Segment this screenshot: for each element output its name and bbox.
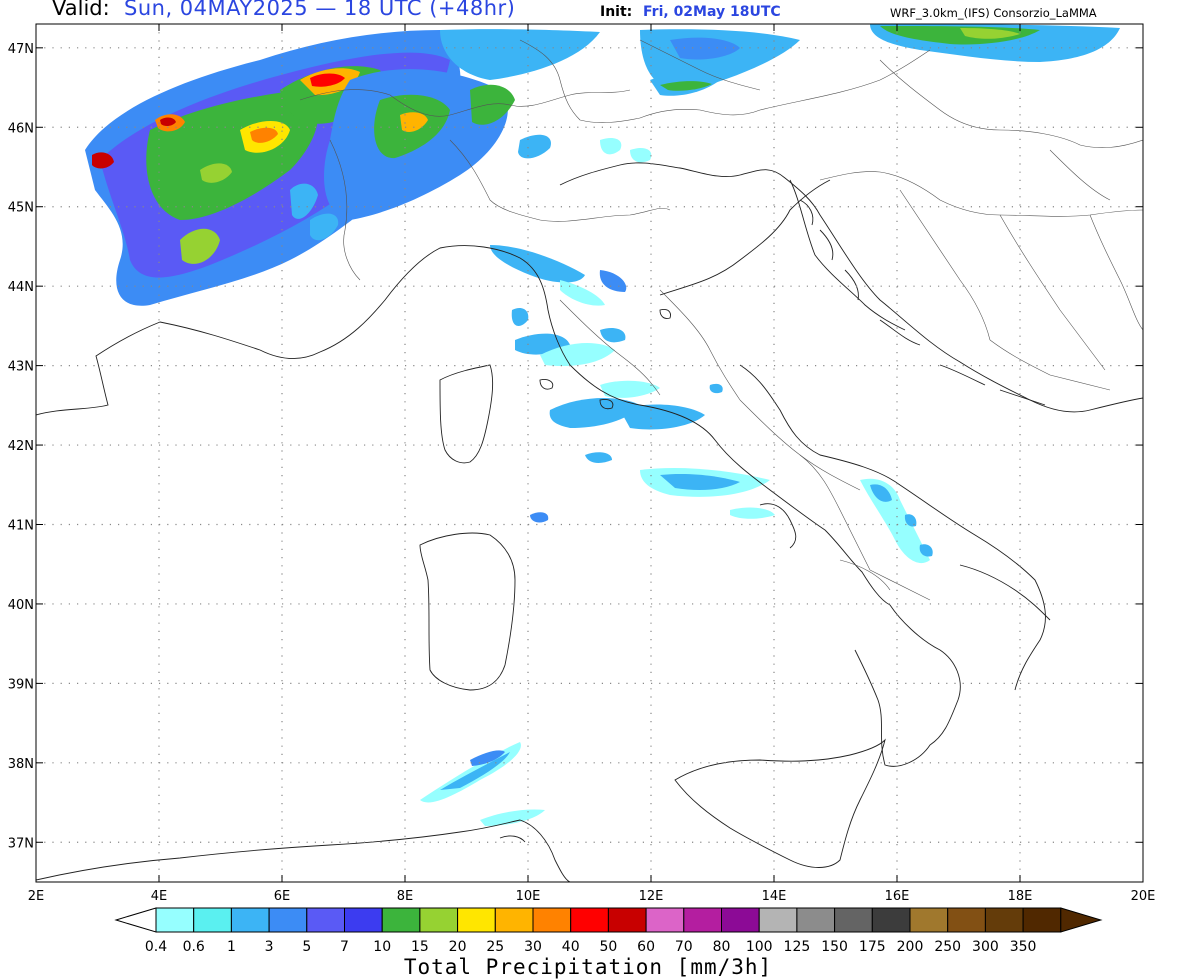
colorbar-label: 40 (562, 939, 580, 955)
colorbar-label: 15 (411, 939, 429, 955)
colorbar-label: 80 (713, 939, 731, 955)
colorbar-swatch (155, 907, 195, 933)
precip-field-apennines (490, 245, 627, 367)
colorbar-over-arrow (1060, 907, 1103, 933)
lon-tick-label: 16E (885, 889, 910, 904)
colorbar-swatch (909, 907, 949, 933)
colorbar-label: 300 (972, 939, 999, 955)
colorbar-swatch (607, 907, 647, 933)
colorbar-label: 50 (599, 939, 617, 955)
colorbar-label: 250 (934, 939, 961, 955)
colorbar-label: 10 (373, 939, 391, 955)
colorbar-swatch (645, 907, 685, 933)
lon-tick-label: 2E (28, 889, 45, 904)
model-credit: WRF_3.0km_(IFS) Consorzio_LaMMA (890, 6, 1097, 20)
colorbar-label: 25 (486, 939, 504, 955)
valid-label: Valid: (52, 0, 110, 20)
colorbar-swatch (193, 907, 232, 933)
colorbar-label: 3 (265, 939, 274, 955)
colorbar-swatch (947, 907, 986, 933)
colorbar-swatch (871, 907, 911, 933)
colorbar-swatch (268, 907, 308, 933)
lat-tick-label: 43N (8, 360, 34, 375)
colorbar-swatch (796, 907, 836, 933)
coastlines (36, 162, 1143, 882)
lat-tick-label: 41N (8, 519, 34, 534)
valid-time: Sun, 04MAY2025 — 18 UTC (+48hr) (124, 0, 516, 20)
map-content (36, 24, 1143, 882)
colorbar-label: 0.6 (183, 939, 205, 955)
colorbar-swatch (381, 907, 421, 933)
lon-tick-label: 10E (516, 889, 541, 904)
precip-field-apulia (860, 478, 933, 564)
lon-tick-label: 8E (397, 889, 414, 904)
lon-tick-label: 18E (1008, 889, 1033, 904)
lon-tick-label: 12E (639, 889, 664, 904)
colorbar-label: 100 (746, 939, 773, 955)
colorbar-swatch (494, 907, 534, 933)
colorbar: 0.4 0.6 1 3 5 7 10 15 20 25 30 40 50 60 70 80 100 125 150 1… (114, 907, 1103, 955)
colorbar-swatch (758, 907, 798, 933)
colorbar-label: 0.4 (145, 939, 167, 955)
init-label: Init: (600, 4, 633, 20)
lat-tick-label: 38N (8, 757, 34, 772)
map-frame (35, 23, 1144, 883)
precip-field-eastern-alps (640, 24, 1120, 96)
colorbar-swatch (230, 907, 270, 933)
init-time: Fri, 02May 18UTC (643, 4, 781, 20)
precip-field-tyrrhenian (530, 380, 775, 523)
colorbar-swatch (457, 907, 496, 933)
colorbar-label: 125 (784, 939, 811, 955)
colorbar-swatch (1022, 907, 1062, 933)
colorbar-label: 350 (1010, 939, 1037, 955)
lat-tick-label: 37N (8, 836, 34, 851)
colorbar-label: 70 (675, 939, 693, 955)
lat-tick-label: 42N (8, 439, 34, 454)
colorbar-swatch (419, 907, 459, 933)
lat-tick-label: 39N (8, 677, 34, 692)
colorbar-swatch (532, 907, 572, 933)
colorbar-label: 30 (524, 939, 542, 955)
colorbar-label: 20 (449, 939, 467, 955)
lat-tick-label: 45N (8, 201, 34, 216)
colorbar-swatch (683, 907, 722, 933)
lon-tick-label: 4E (151, 889, 168, 904)
lon-tick-label: 6E (274, 889, 291, 904)
precip-field-sicily-channel (420, 742, 545, 826)
lat-tick-label: 47N (8, 42, 34, 57)
colorbar-label: 1 (227, 939, 236, 955)
colorbar-swatch (306, 907, 345, 933)
colorbar-label: 175 (859, 939, 886, 955)
borders (299, 39, 1143, 601)
colorbar-label: 7 (340, 939, 349, 955)
lat-tick-label: 40N (8, 598, 34, 613)
colorbar-swatch (721, 907, 760, 933)
colorbar-label: 5 (302, 939, 311, 955)
precip-field-central-alps (290, 29, 652, 241)
lat-tick-label: 44N (8, 280, 34, 295)
colorbar-title: Total Precipitation [mm/3h] (404, 955, 772, 979)
colorbar-label: 200 (897, 939, 924, 955)
header: Valid: Sun, 04MAY2025 — 18 UTC (+48hr) I… (0, 0, 1180, 24)
colorbar-swatch (344, 907, 383, 933)
colorbar-under-arrow (114, 907, 157, 933)
colorbar-label: 150 (821, 939, 848, 955)
lon-tick-label: 14E (762, 889, 787, 904)
colorbar-label: 60 (637, 939, 655, 955)
colorbar-swatch (984, 907, 1024, 933)
colorbar-swatch (570, 907, 609, 933)
lat-tick-label: 46N (8, 121, 34, 136)
colorbar-swatch (834, 907, 873, 933)
lon-tick-label: 20E (1131, 889, 1156, 904)
axis-ticks: 2E 4E 6E 8E 10E 12E 14E 16E 18E 20E 37N 38N 39N 40N 41… (8, 24, 1156, 904)
